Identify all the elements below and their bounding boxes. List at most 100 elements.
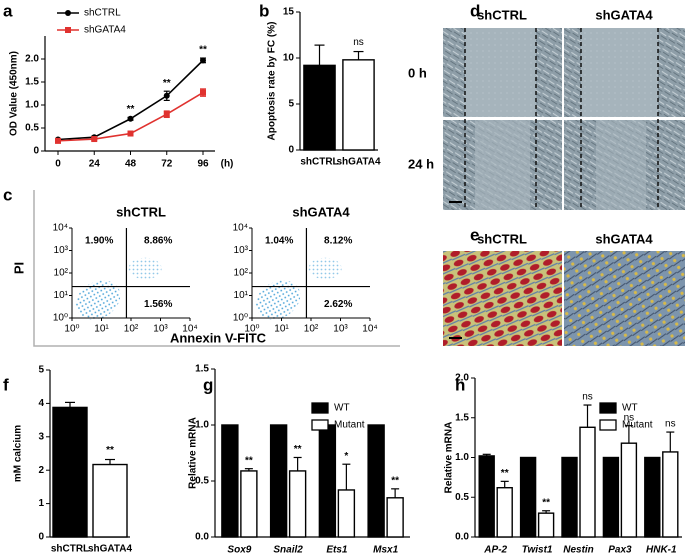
event-cloud xyxy=(128,257,162,280)
x-tick-label: AP-2 xyxy=(483,545,507,556)
x-tick-label: 10² xyxy=(304,324,319,335)
bar xyxy=(269,424,288,538)
event-cloud xyxy=(75,280,121,320)
significance: ns xyxy=(624,412,635,423)
y-tick-label: 10¹ xyxy=(234,290,249,301)
x-tick-label: 0 xyxy=(55,159,61,170)
y-tick-label: 2 xyxy=(38,465,44,476)
panel-letter: a xyxy=(3,1,13,20)
y-tick-label: 10⁴ xyxy=(233,223,248,234)
bar xyxy=(288,470,307,538)
point xyxy=(91,136,98,143)
bar xyxy=(221,424,239,538)
y-tick-label: 10¹ xyxy=(54,290,69,301)
bar xyxy=(602,456,620,538)
significance: ** xyxy=(163,78,171,89)
panel-letter: h xyxy=(455,375,465,394)
legend-label: WT xyxy=(622,403,638,414)
event-cloud xyxy=(255,280,301,320)
y-axis-label: PI xyxy=(11,262,26,274)
y-axis-label: mM calcium xyxy=(13,425,24,482)
stain-image xyxy=(564,251,685,346)
legend-label: Mutant xyxy=(334,420,365,431)
point xyxy=(200,89,206,96)
quadrant-percent: 8.12% xyxy=(324,236,352,247)
y-axis-label: OD Value (450nm) xyxy=(9,51,20,136)
legend-swatch xyxy=(311,402,329,414)
y-tick-label: 1.0 xyxy=(25,100,39,111)
bar xyxy=(644,456,661,538)
x-tick-label: 10² xyxy=(124,324,139,335)
y-tick-label: 10³ xyxy=(54,245,69,256)
image-column-label: shCTRL xyxy=(477,7,527,22)
x-tick-label: 72 xyxy=(161,159,173,170)
image-column-label: shGATA4 xyxy=(595,7,653,22)
bar xyxy=(318,424,337,538)
significance: ** xyxy=(542,497,550,508)
bar xyxy=(386,497,404,538)
y-tick-label: 3 xyxy=(38,431,44,442)
legend-label: shCTRL xyxy=(84,8,121,19)
legend-swatch xyxy=(311,419,329,431)
bar xyxy=(478,455,495,538)
legend-marker xyxy=(65,10,71,16)
image-column-label: shGATA4 xyxy=(595,231,653,246)
x-axis-label: Annexin V-FITC xyxy=(170,330,267,345)
scratch-edges xyxy=(464,28,659,210)
significance: ** xyxy=(245,455,253,466)
y-tick-label: 15 xyxy=(283,7,295,18)
x-tick-label: shGATA4 xyxy=(88,544,133,555)
x-tick-label: Sox9 xyxy=(227,545,251,556)
x-tick-label: 10³ xyxy=(153,324,168,335)
x-tick-label: 10⁰ xyxy=(64,324,79,335)
y-tick-label: 10³ xyxy=(234,245,249,256)
quadrant-percent: 2.62% xyxy=(324,299,352,310)
bar xyxy=(337,489,356,538)
panel-letter: f xyxy=(3,375,9,394)
x-tick-label: 10³ xyxy=(333,324,348,335)
panel-letter: e xyxy=(470,225,479,244)
quadrant-percent: 8.86% xyxy=(144,236,172,247)
y-tick-label: 10⁰ xyxy=(53,313,68,324)
significance: ** xyxy=(127,104,135,115)
point xyxy=(163,92,170,99)
stain-image xyxy=(443,251,562,346)
legend-swatch xyxy=(599,419,617,431)
legend-label: Mutant xyxy=(622,420,653,431)
y-tick-label: 0 xyxy=(38,532,44,543)
legend-label: WT xyxy=(334,403,350,414)
panel-letter: c xyxy=(3,185,12,204)
scratch-gap xyxy=(581,28,658,117)
y-tick-label: 10 xyxy=(283,53,295,64)
x-tick-label: 10⁴ xyxy=(362,324,377,335)
y-tick-label: 1.5 xyxy=(455,412,469,423)
x-tick-label: shCTRL xyxy=(51,544,89,555)
point xyxy=(127,130,134,137)
plot-title: shGATA4 xyxy=(292,204,350,219)
y-axis-label: Relative mRNA xyxy=(188,417,199,489)
quadrant-percent: 1.56% xyxy=(144,299,172,310)
panel-frame xyxy=(33,190,400,347)
bar xyxy=(579,426,596,538)
x-tick-label: 96 xyxy=(197,159,209,170)
bar xyxy=(519,456,537,538)
quadrant-percent: 1.90% xyxy=(85,236,113,247)
y-tick-label: 2.0 xyxy=(25,54,39,65)
legend-swatch xyxy=(599,402,617,414)
significance: ** xyxy=(199,45,207,56)
y-tick-label: 1.5 xyxy=(25,77,39,88)
x-tick-label: shGATA4 xyxy=(336,157,381,168)
x-tick-label: Twist1 xyxy=(522,545,553,556)
panel-letter: d xyxy=(470,1,480,20)
scratch-gap xyxy=(475,120,530,210)
bar xyxy=(537,512,555,538)
point xyxy=(55,137,61,144)
y-tick-label: 10² xyxy=(234,268,249,279)
scratch-gap xyxy=(596,120,646,210)
x-tick-label: 10⁴ xyxy=(182,324,197,335)
y-tick-label: 5 xyxy=(38,365,44,376)
y-tick-label: 1.0 xyxy=(455,452,469,463)
x-tick-label: Snail2 xyxy=(273,545,303,556)
point xyxy=(163,111,170,118)
